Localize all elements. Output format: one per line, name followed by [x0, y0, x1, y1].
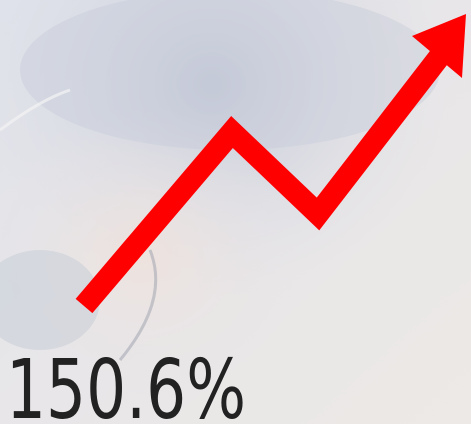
- infographic: 150.6%: [0, 0, 471, 424]
- percent-label: 150.6%: [6, 343, 246, 424]
